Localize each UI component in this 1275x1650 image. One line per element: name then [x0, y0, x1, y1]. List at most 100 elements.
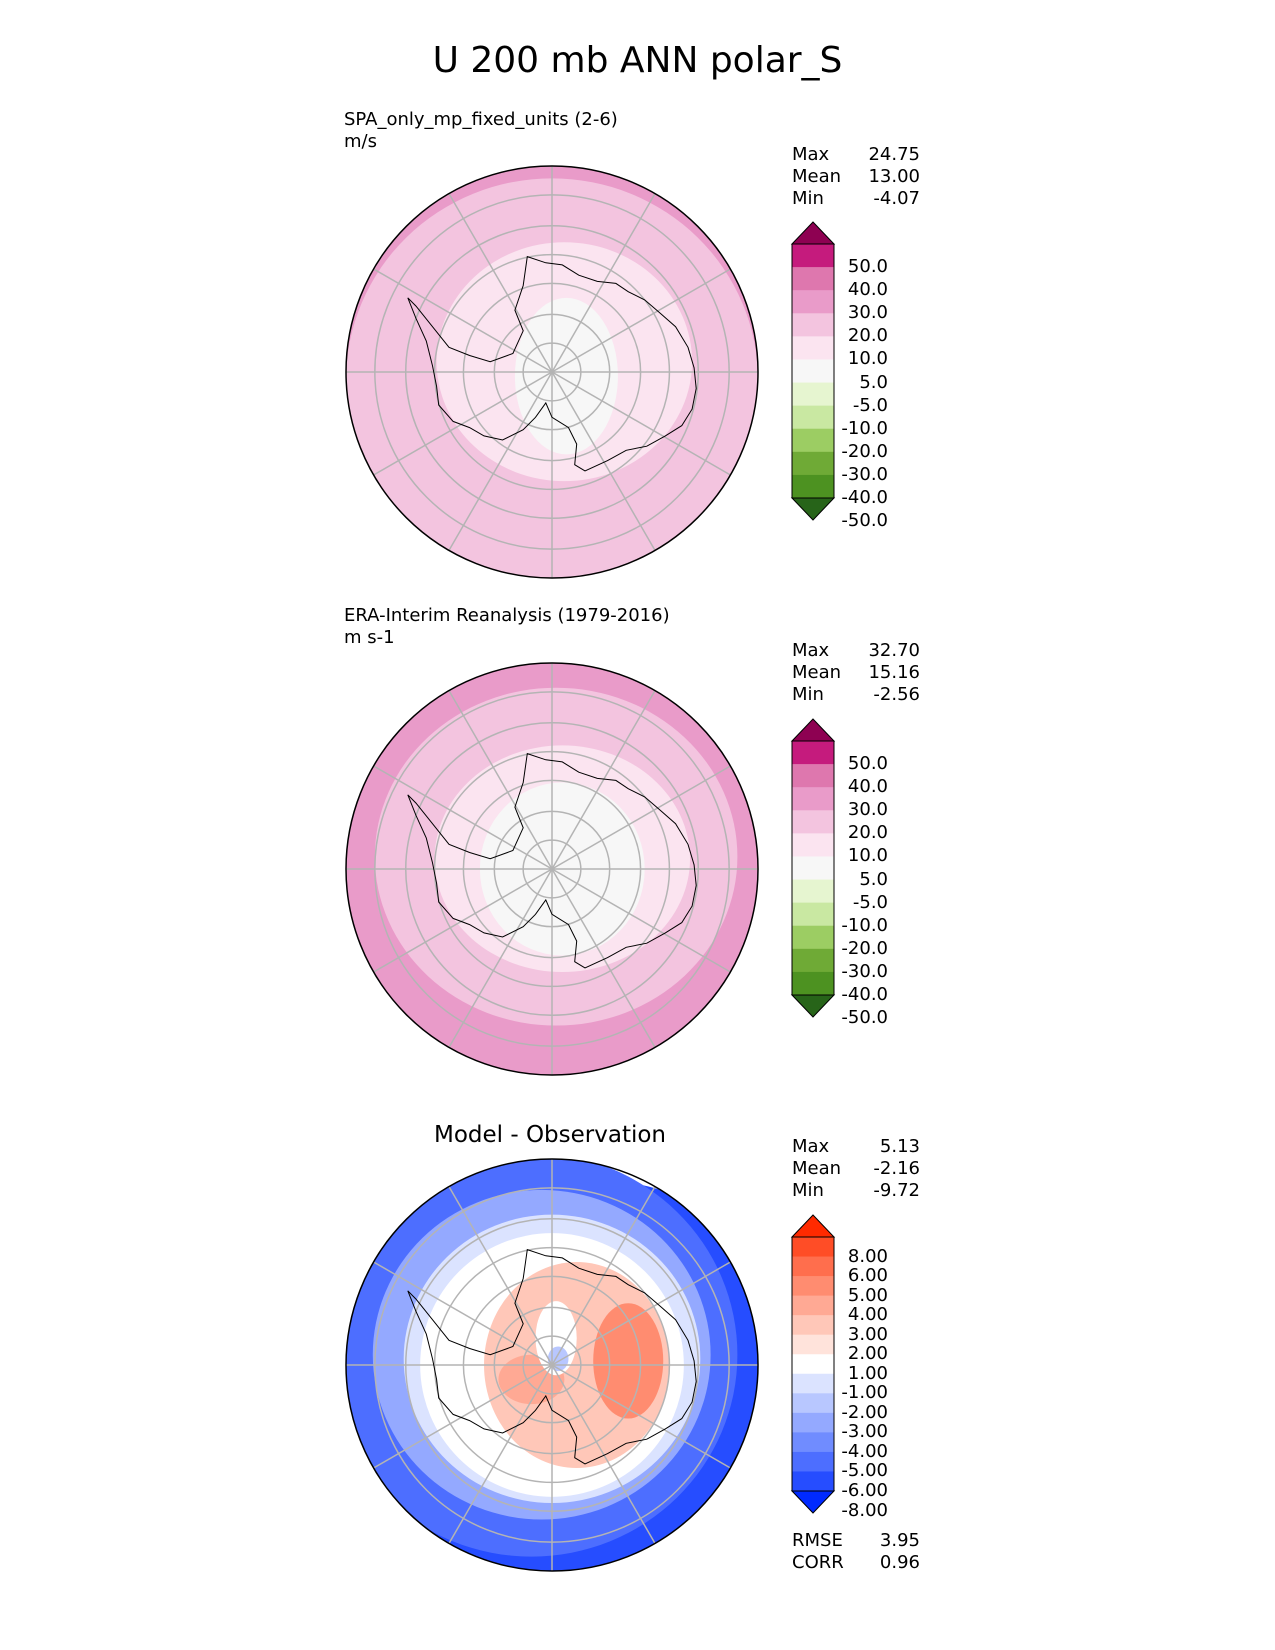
colorbar-extend-bottom: [790, 1490, 836, 1514]
colorbar-segment: [792, 313, 834, 337]
colorbar-tick-label: -20.0: [841, 937, 888, 959]
colorbar-tick-label: 5.00: [847, 1284, 888, 1306]
colorbar-tick-label: 40.0: [847, 776, 888, 798]
map-fields: [346, 663, 758, 1075]
map-boundary: [345, 662, 759, 1076]
colorbar-segment: [792, 1256, 834, 1277]
field-core: [514, 297, 618, 455]
colorbar-segment: [792, 405, 834, 430]
model-label: SPA_only_mp_fixed_units (2-6) m/s: [344, 109, 618, 153]
longitude-gridline: [373, 1364, 553, 1469]
colorbar-tick-label: 20.0: [847, 325, 888, 347]
stat-name: Min: [792, 188, 824, 209]
longitude-gridline: [448, 371, 553, 551]
map-fields: [346, 166, 758, 578]
colorbar-tick-label: 40.0: [847, 279, 888, 301]
stat-row: Max 5.13: [792, 1136, 920, 1158]
stat-name: Max: [792, 1136, 830, 1157]
colorbar-tick-label: 2.00: [847, 1343, 888, 1365]
colorbar-tick-label: 8.00: [847, 1245, 888, 1267]
longitude-gridline: [551, 868, 731, 973]
stat-row: Max 32.70: [792, 640, 920, 662]
colorbar-segment: [792, 1412, 834, 1433]
stat-value: -2.16: [873, 1158, 920, 1179]
colorbar-extend-bottom: [790, 497, 836, 521]
colorbar-tick-label: -5.0: [852, 891, 888, 913]
colorbar-segment: [792, 382, 834, 407]
longitude-gridline: [373, 268, 553, 373]
longitude-gridline: [373, 765, 553, 870]
antarctica-coastline: [407, 1248, 697, 1465]
colorbar-tick-label: 10.0: [847, 348, 888, 370]
stat-name: Mean: [792, 662, 842, 683]
colorbar-tick-label: -2.00: [841, 1401, 888, 1423]
colorbar-segment: [792, 428, 834, 453]
stat-value: -2.56: [873, 684, 920, 705]
colorbar-tick-label: 30.0: [847, 302, 888, 324]
colorbar-tick-label: -4.00: [841, 1440, 888, 1462]
colorbar-tick-label: 50.0: [847, 753, 888, 775]
colorbar-segment: [792, 1432, 834, 1453]
model-colorbar: [790, 221, 836, 521]
colorbar-frame: [791, 1236, 835, 1492]
stat-value: 15.16: [868, 662, 920, 683]
colorbar-extend-bottom: [790, 994, 836, 1018]
colorbar-tick-label: -3.00: [841, 1421, 888, 1443]
stat-name: Mean: [792, 1158, 842, 1179]
antarctica-coastline: [407, 255, 697, 472]
colorbar-extend-top: [790, 1214, 836, 1238]
colorbar-tick-label: -5.0: [852, 394, 888, 416]
field-positive-max: [593, 1303, 664, 1419]
map-model: [345, 165, 759, 579]
longitude-gridline: [448, 193, 553, 373]
colorbar-segment: [792, 856, 834, 881]
longitude-gridline: [551, 1364, 731, 1469]
metric-name: RMSE: [792, 1530, 843, 1551]
model-stats: Max 24.75 Mean 13.00 Min -4.07: [792, 144, 920, 210]
metric-value: 0.96: [879, 1552, 920, 1573]
longitude-gridline: [448, 1186, 553, 1366]
longitude-gridline: [551, 371, 656, 551]
colorbar-segment: [792, 1295, 834, 1316]
colorbar-tick-label: -10.0: [841, 417, 888, 439]
colorbar-tick-label: 50.0: [847, 256, 888, 278]
diff-colorbar: [790, 1214, 836, 1514]
colorbar-tick-label: 5.0: [859, 868, 888, 890]
stat-row: Min -9.72: [792, 1180, 920, 1202]
longitude-gridline: [551, 1261, 731, 1366]
colorbar-tick-label: 3.00: [847, 1323, 888, 1345]
longitude-gridline: [551, 193, 656, 373]
stat-value: -4.07: [873, 188, 920, 209]
colorbar-segment: [792, 336, 834, 360]
colorbar-frame: [791, 740, 835, 996]
obs-label: ERA-Interim Reanalysis (1979-2016) m s-1: [344, 605, 670, 649]
colorbar-segment: [792, 1354, 834, 1375]
colorbar-tick-label: -40.0: [841, 487, 888, 508]
obs-units: m s-1: [344, 627, 395, 648]
stat-name: Min: [792, 684, 824, 705]
colorbar-frame: [791, 243, 835, 499]
stat-value: 24.75: [868, 144, 920, 165]
colorbar-segment: [792, 741, 834, 765]
figure-title: U 200 mb ANN polar_S: [432, 40, 843, 81]
colorbar-segment: [792, 879, 834, 904]
colorbar-segment: [792, 925, 834, 950]
colorbar-segment: [792, 474, 834, 499]
colorbar-tick-label: 20.0: [847, 822, 888, 844]
colorbar-segment: [792, 1237, 834, 1258]
longitude-gridline: [551, 268, 731, 373]
colorbar-tick-label: -40.0: [841, 984, 888, 1005]
obs-colorbar: [790, 718, 836, 1018]
diff-metrics: RMSE 3.95 CORR 0.96: [792, 1530, 920, 1574]
map-fields: [346, 1159, 758, 1571]
longitude-gridline: [373, 371, 553, 476]
map-obs: [345, 662, 759, 1076]
colorbar-tick-label: -30.0: [841, 463, 888, 485]
metric-value: 3.95: [879, 1530, 920, 1551]
longitude-gridline: [448, 690, 553, 870]
stat-row: Mean -2.16: [792, 1158, 920, 1180]
colorbar-segment: [792, 833, 834, 857]
colorbar-tick-label: -30.0: [841, 960, 888, 982]
colorbar-tick-label: 5.0: [859, 371, 888, 393]
